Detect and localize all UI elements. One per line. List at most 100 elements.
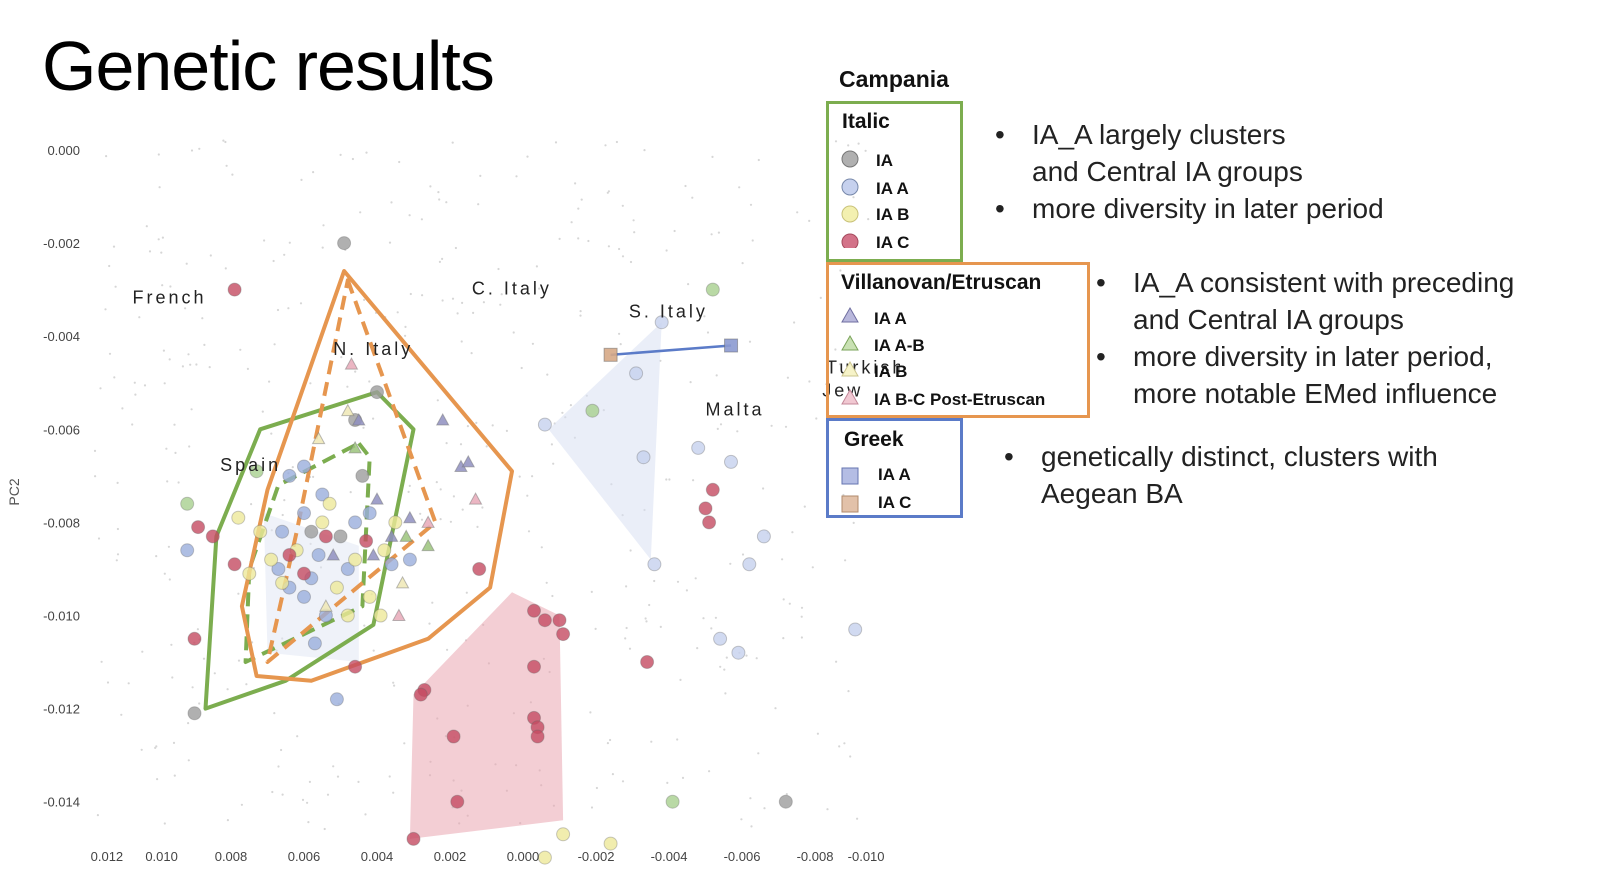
background-dot bbox=[449, 520, 452, 523]
legend-entry-label: IA C bbox=[878, 493, 912, 512]
background-dot bbox=[296, 735, 299, 738]
etruscan-legend-markers bbox=[841, 306, 859, 405]
background-dot bbox=[545, 581, 548, 584]
x-tick-label: 0.010 bbox=[145, 849, 178, 864]
data-point bbox=[742, 557, 757, 572]
y-tick-label: -0.002 bbox=[43, 236, 80, 251]
note-item: • more diversity in later period, more no… bbox=[1096, 338, 1596, 412]
background-dot bbox=[800, 636, 804, 639]
data-point bbox=[537, 850, 552, 865]
background-dot bbox=[173, 423, 176, 426]
background-dot bbox=[168, 358, 171, 361]
background-dot bbox=[420, 518, 424, 521]
background-dot bbox=[408, 484, 411, 487]
data-point bbox=[713, 631, 728, 646]
background-dot bbox=[609, 738, 612, 742]
background-dot bbox=[437, 191, 440, 194]
x-tick-label: -0.010 bbox=[848, 849, 885, 864]
data-point bbox=[691, 440, 706, 455]
background-dot bbox=[174, 451, 177, 454]
data-point bbox=[231, 510, 246, 525]
data-point bbox=[355, 468, 370, 483]
background-dot bbox=[554, 141, 558, 144]
italic-legend-markers bbox=[841, 150, 859, 248]
background-dot bbox=[271, 790, 274, 794]
bullet-icon: • bbox=[995, 193, 1005, 224]
background-dot bbox=[729, 562, 732, 565]
background-dot bbox=[611, 773, 615, 776]
background-dot bbox=[538, 287, 541, 290]
data-point bbox=[227, 557, 242, 572]
background-dot bbox=[515, 175, 518, 178]
background-dot bbox=[134, 393, 137, 396]
data-point bbox=[264, 552, 279, 567]
region-label: C. Italy bbox=[472, 278, 552, 298]
background-dot bbox=[723, 668, 726, 671]
background-dot bbox=[116, 481, 119, 484]
background-dot bbox=[784, 425, 788, 428]
background-dot bbox=[155, 555, 158, 558]
background-dot bbox=[225, 164, 228, 167]
note-item: • genetically distinct, clusters with Aeg… bbox=[1004, 438, 1524, 512]
legend-entry-label: IA B-C Post-Etruscan bbox=[874, 390, 1046, 409]
legend-entry-label: IA A-B bbox=[874, 336, 925, 355]
background-dot bbox=[856, 817, 859, 820]
data-point bbox=[472, 562, 487, 576]
background-dot bbox=[97, 537, 101, 540]
background-dot bbox=[372, 417, 375, 420]
background-dot bbox=[621, 255, 625, 258]
background-dot bbox=[368, 380, 371, 383]
background-dot bbox=[666, 781, 669, 785]
square-icon bbox=[841, 495, 859, 513]
background-dot bbox=[590, 590, 593, 594]
background-dot bbox=[167, 545, 170, 548]
background-dot bbox=[604, 144, 607, 147]
background-dot bbox=[357, 780, 360, 784]
bullet-icon: • bbox=[995, 119, 1005, 150]
data-point bbox=[329, 580, 344, 595]
background-dot bbox=[691, 196, 694, 199]
background-dot bbox=[404, 334, 407, 337]
x-tick-label: 0.008 bbox=[215, 849, 248, 864]
x-tick-label: 0.006 bbox=[288, 849, 321, 864]
background-dot bbox=[332, 765, 335, 768]
background-dot bbox=[451, 141, 454, 144]
data-point bbox=[348, 659, 363, 674]
data-point bbox=[552, 613, 567, 628]
background-dot bbox=[577, 237, 580, 240]
data-point bbox=[275, 575, 290, 590]
background-dot bbox=[106, 681, 110, 684]
data-point bbox=[180, 543, 195, 558]
data-point bbox=[399, 529, 414, 542]
background-dot bbox=[505, 429, 508, 432]
background-dot bbox=[409, 292, 412, 296]
background-dot bbox=[633, 231, 636, 234]
data-point bbox=[348, 440, 362, 454]
data-point bbox=[603, 836, 618, 851]
background-dot bbox=[619, 343, 622, 346]
background-dot bbox=[755, 657, 758, 660]
background-dot bbox=[364, 813, 367, 816]
data-point bbox=[253, 524, 268, 539]
background-dot bbox=[169, 285, 172, 288]
background-dot bbox=[99, 387, 102, 390]
background-dot bbox=[570, 221, 573, 224]
background-dot bbox=[163, 822, 166, 825]
data-point bbox=[629, 366, 644, 381]
background-dot bbox=[540, 546, 543, 549]
background-dot bbox=[114, 285, 117, 288]
background-dot bbox=[161, 236, 164, 239]
data-point bbox=[698, 501, 713, 516]
cluster-fills bbox=[263, 322, 662, 839]
background-dot bbox=[595, 786, 599, 790]
ia-c-circle-icon bbox=[841, 233, 859, 248]
y-tick-label: -0.004 bbox=[43, 329, 80, 344]
background-dot bbox=[757, 158, 760, 162]
region-label: N. Italy bbox=[333, 339, 413, 359]
background-dot bbox=[312, 475, 315, 478]
data-point bbox=[180, 496, 195, 511]
background-dot bbox=[472, 311, 475, 314]
background-dot bbox=[108, 352, 112, 355]
y-axis-ticks: 0.000 -0.002 -0.004 -0.006 -0.008 -0.010 -0.01… bbox=[43, 143, 80, 810]
background-dot bbox=[200, 293, 203, 296]
